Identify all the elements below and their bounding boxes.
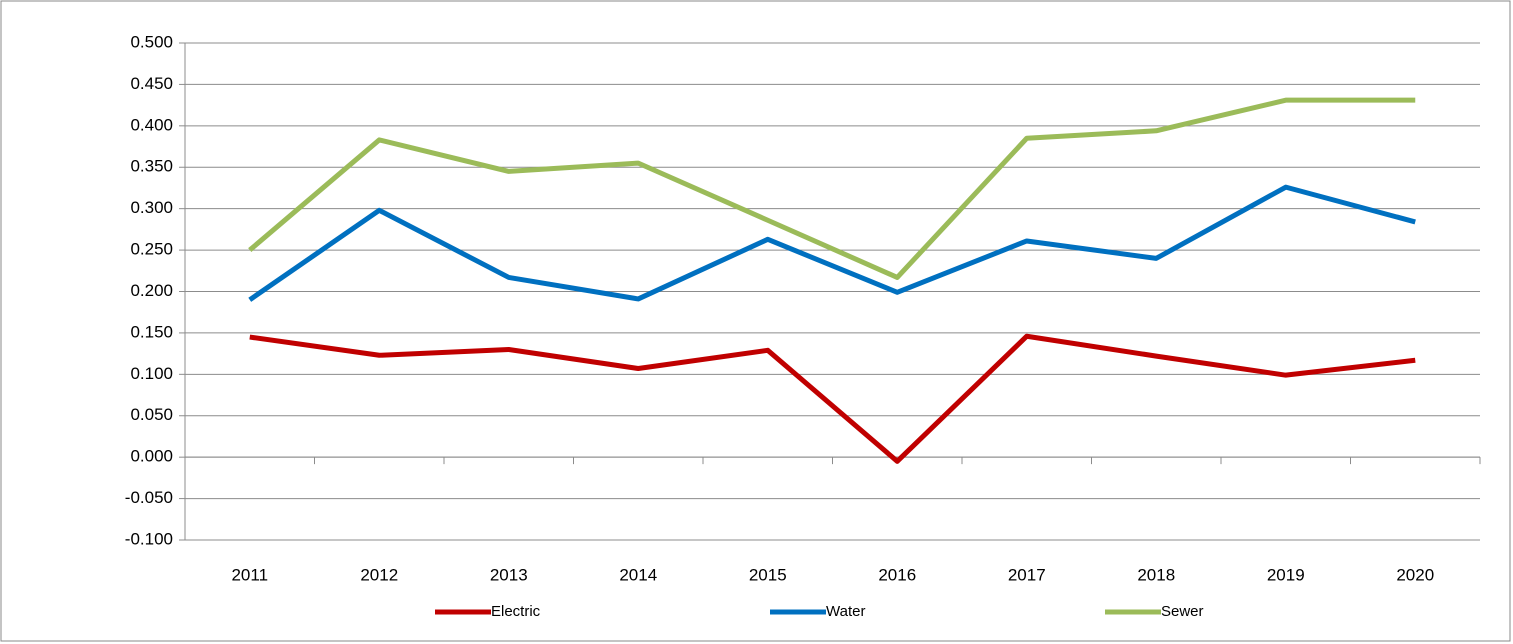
- y-tick-label: 0.100: [130, 364, 173, 383]
- y-tick-label: 0.150: [130, 322, 173, 341]
- y-tick-label: 0.400: [130, 115, 173, 134]
- x-tick-label: 2015: [749, 565, 787, 584]
- y-tick-label: 0.000: [130, 447, 173, 466]
- x-tick-label: 2012: [360, 565, 398, 584]
- x-tick-label: 2017: [1008, 565, 1046, 584]
- x-tick-label: 2020: [1396, 565, 1434, 584]
- y-tick-label: 0.200: [130, 281, 173, 300]
- y-tick-label: 0.250: [130, 240, 173, 259]
- y-tick-label: 0.450: [130, 74, 173, 93]
- x-tick-label: 2013: [490, 565, 528, 584]
- legend-label: Sewer: [1161, 603, 1204, 620]
- x-tick-label: 2019: [1267, 565, 1305, 584]
- x-tick-label: 2016: [878, 565, 916, 584]
- y-tick-label: 0.300: [130, 198, 173, 217]
- series-line: [248, 97, 1416, 280]
- legend-label: Water: [826, 603, 865, 620]
- x-tick-label: 2011: [231, 565, 268, 584]
- series-line: [249, 333, 1416, 464]
- x-tick-label: 2014: [619, 565, 657, 584]
- y-tick-label: -0.100: [125, 529, 173, 548]
- y-tick-label: 0.500: [130, 32, 173, 51]
- y-tick-label: 0.350: [130, 157, 173, 176]
- legend-label: Electric: [491, 603, 541, 620]
- y-tick-label: -0.050: [125, 488, 173, 507]
- y-tick-label: 0.050: [130, 405, 173, 424]
- series-line: [248, 184, 1416, 302]
- x-tick-label: 2018: [1137, 565, 1175, 584]
